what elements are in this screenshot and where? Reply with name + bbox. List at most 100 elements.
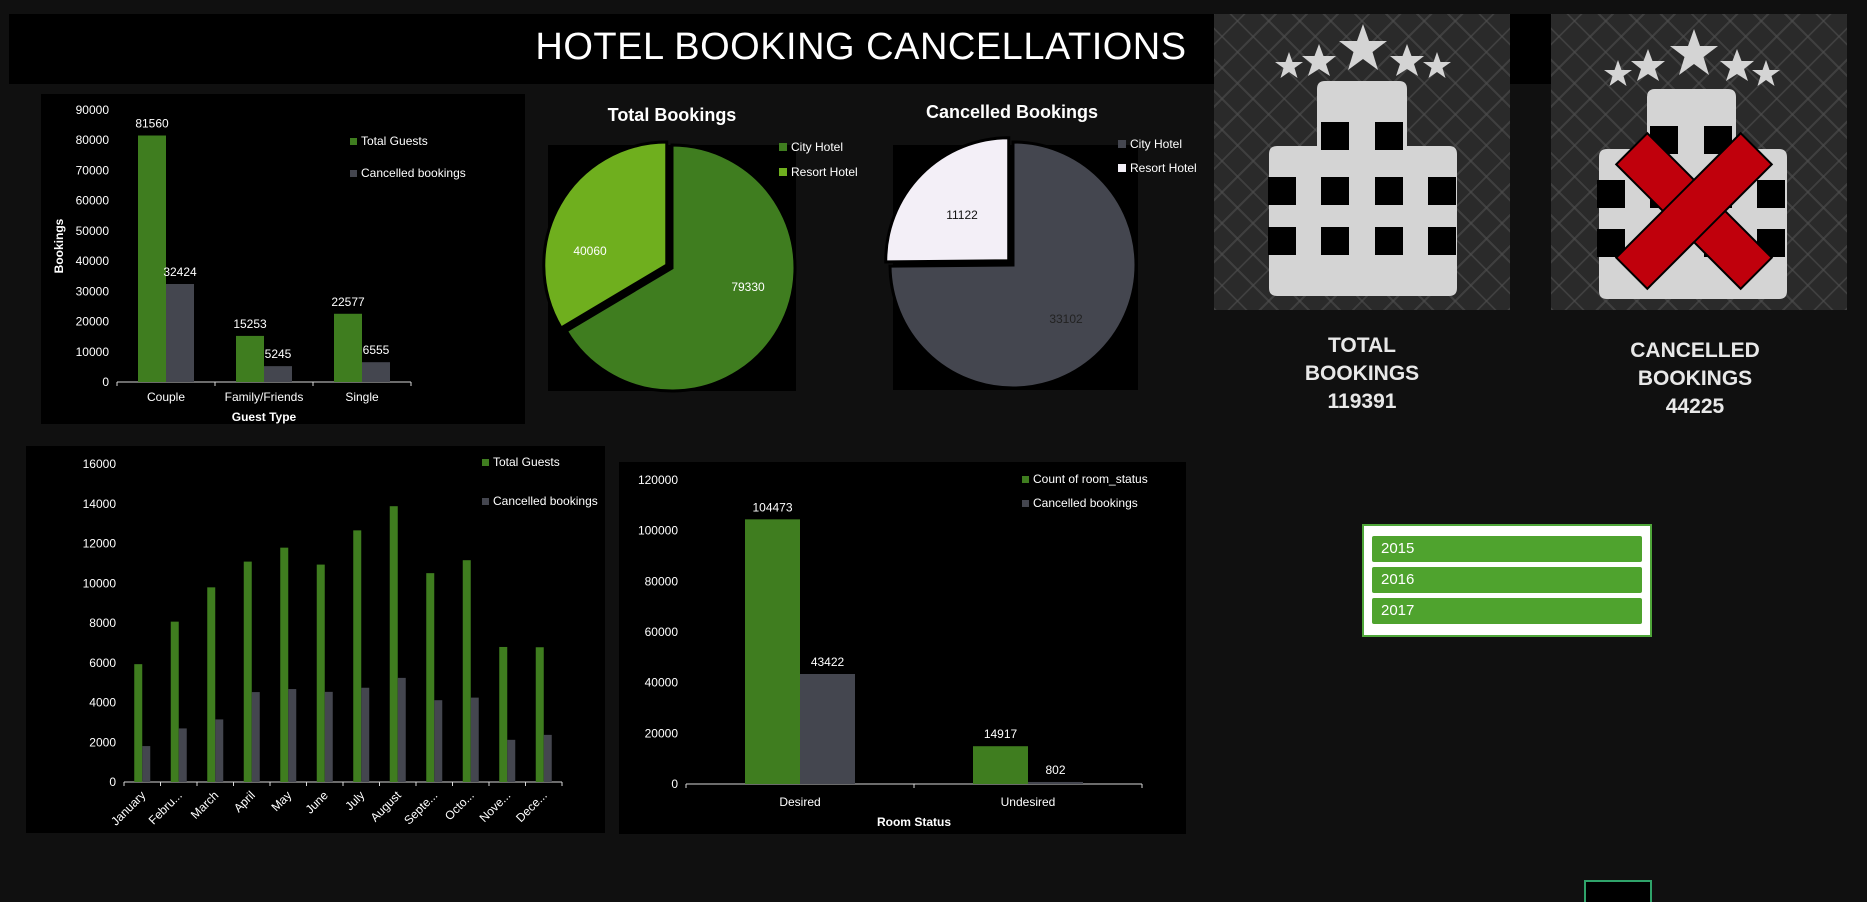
legend-swatch — [1022, 500, 1029, 507]
bar — [166, 284, 194, 382]
y-tick-label: 20000 — [76, 315, 110, 329]
legend-label: Total Guests — [361, 134, 428, 148]
y-tick-label: 12000 — [83, 537, 117, 551]
legend-label: City Hotel — [1130, 137, 1182, 151]
y-tick-label: 100000 — [638, 524, 678, 538]
y-tick-label: 70000 — [76, 163, 110, 177]
y-axis-title: Bookings — [52, 218, 66, 273]
data-label: 5245 — [265, 347, 292, 361]
x-tick-label: Couple — [147, 390, 185, 404]
data-label: 81560 — [135, 117, 169, 131]
x-tick-label: Single — [345, 390, 379, 404]
y-tick-label: 16000 — [83, 457, 117, 471]
total-bookings-icon-tile — [1214, 14, 1510, 310]
data-label: 40060 — [573, 244, 607, 258]
legend-swatch — [1118, 164, 1126, 172]
y-tick-label: 120000 — [638, 473, 678, 487]
y-tick-label: 2000 — [89, 735, 116, 749]
bar — [251, 692, 260, 782]
bar — [138, 135, 166, 382]
room-status-chart: 0 20000 40000 60000 80000 100000 120000 104473 4… — [619, 462, 1186, 834]
y-tick-label: 14000 — [83, 497, 117, 511]
hotel-stars-icon — [1268, 24, 1457, 296]
bar — [324, 691, 333, 782]
y-tick-label: 10000 — [76, 345, 110, 359]
bar — [264, 366, 292, 382]
bar — [470, 697, 479, 782]
legend-label: Count of room_status — [1033, 472, 1148, 486]
bar — [215, 719, 224, 782]
y-tick-label: 30000 — [76, 284, 110, 298]
data-label: 104473 — [752, 500, 792, 514]
y-tick-label: 90000 — [76, 103, 110, 117]
dashboard-title: HOTEL BOOKING CANCELLATIONS — [535, 26, 1187, 68]
chart-title: Total Bookings — [608, 105, 737, 125]
cancelled-bookings-icon-tile — [1551, 14, 1847, 310]
legend-swatch — [482, 498, 489, 505]
legend-swatch — [1118, 140, 1126, 148]
bar — [745, 519, 800, 784]
x-tick-label: May — [268, 788, 294, 814]
bar — [178, 728, 187, 782]
x-tick-label: April — [231, 788, 258, 815]
bar — [434, 700, 443, 782]
y-tick-label: 60000 — [76, 194, 110, 208]
total-bookings-pie: 79330 City Hotel 40060 Resort Hotel Total Bo… — [542, 105, 858, 393]
legend-swatch — [350, 138, 357, 145]
y-tick-label: 4000 — [89, 696, 116, 710]
pie-slice — [564, 143, 797, 393]
y-tick-label: 0 — [102, 375, 109, 389]
y-tick-label: 0 — [671, 777, 678, 791]
legend-label: Total Guests — [493, 455, 560, 469]
bar — [243, 561, 252, 782]
data-label: 22577 — [331, 295, 365, 309]
bar — [353, 530, 362, 782]
slicer-item-2017[interactable]: 2017 — [1372, 598, 1642, 624]
x-tick-label: Desired — [779, 795, 820, 809]
data-label: 11122 — [946, 208, 978, 222]
bar — [134, 664, 143, 782]
legend-swatch — [779, 168, 787, 176]
pie-slice — [542, 140, 669, 331]
x-axis-title: Guest Type — [232, 410, 297, 424]
slicer-item-2016[interactable]: 2016 — [1372, 567, 1642, 593]
y-tick-label: 80000 — [76, 133, 110, 147]
corner-shape — [1584, 880, 1652, 902]
bar — [397, 677, 406, 782]
legend-label: Cancelled bookings — [493, 494, 598, 508]
total-bookings-value: 119391 — [1327, 390, 1397, 413]
legend-swatch — [350, 170, 357, 177]
bar — [507, 739, 516, 782]
bar — [462, 560, 471, 782]
pie-slice — [884, 136, 1011, 264]
bar — [280, 547, 289, 782]
bar — [973, 746, 1028, 784]
cancelled-bookings-value: 44225 — [1665, 395, 1725, 418]
y-tick-label: 10000 — [83, 576, 117, 590]
monthly-chart: 0 2000 4000 6000 8000 10000 12000 14000 16000 Jan… — [26, 446, 605, 833]
y-tick-label: 80000 — [645, 574, 679, 588]
data-label: 14917 — [984, 727, 1018, 741]
legend-swatch — [482, 459, 489, 466]
slicer-item-2015[interactable]: 2015 — [1372, 536, 1642, 562]
total-bookings-line2: BOOKINGS — [1304, 362, 1420, 385]
data-label: 802 — [1045, 763, 1065, 777]
hotel-cancelled-icon — [1597, 29, 1787, 299]
x-tick-label: Family/Friends — [225, 390, 304, 404]
guest-type-chart: 0 10000 20000 30000 40000 50000 60000 70000 8000… — [41, 94, 525, 424]
year-slicer: 2015 2016 2017 — [1362, 524, 1652, 637]
x-tick-label: Octo... — [442, 788, 477, 823]
x-tick-label: Nove... — [477, 788, 514, 825]
bar — [334, 313, 362, 382]
legend-swatch — [779, 143, 787, 151]
data-label: 15253 — [233, 317, 267, 331]
cancelled-bookings-kpi: CANCELLED BOOKINGS 44225 — [1595, 337, 1795, 421]
legend-label: City Hotel — [791, 140, 843, 154]
x-tick-label: Dece... — [513, 788, 550, 825]
y-tick-label: 6000 — [89, 656, 116, 670]
cancelled-bookings-line2: BOOKINGS — [1637, 367, 1753, 390]
bar — [499, 646, 508, 782]
bar — [426, 573, 435, 782]
bar — [236, 335, 264, 382]
data-label: 79330 — [731, 280, 765, 294]
